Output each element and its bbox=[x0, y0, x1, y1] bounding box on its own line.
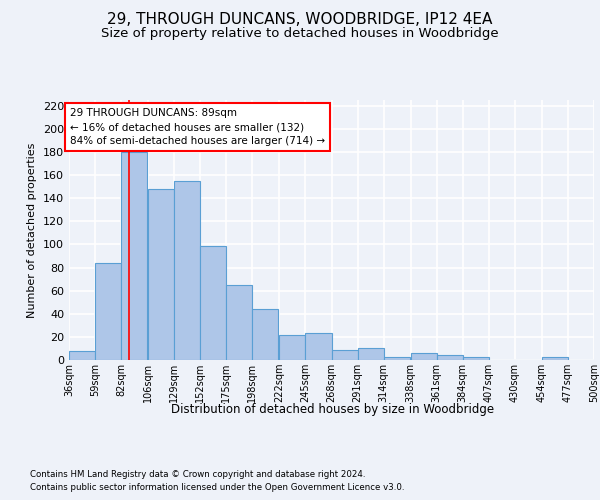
Bar bbox=[331, 350, 358, 360]
Text: Contains public sector information licensed under the Open Government Licence v3: Contains public sector information licen… bbox=[30, 482, 404, 492]
Bar bbox=[280, 334, 305, 360]
Y-axis label: Number of detached properties: Number of detached properties bbox=[28, 142, 37, 318]
Bar bbox=[358, 348, 383, 360]
Bar bbox=[200, 246, 226, 360]
Bar bbox=[383, 356, 410, 360]
Bar bbox=[305, 334, 331, 360]
Bar bbox=[148, 189, 174, 360]
Bar bbox=[252, 309, 278, 360]
Text: 29 THROUGH DUNCANS: 89sqm
← 16% of detached houses are smaller (132)
84% of semi: 29 THROUGH DUNCANS: 89sqm ← 16% of detac… bbox=[70, 108, 325, 146]
Bar bbox=[463, 356, 489, 360]
Text: Distribution of detached houses by size in Woodbridge: Distribution of detached houses by size … bbox=[172, 402, 494, 415]
Bar bbox=[95, 263, 121, 360]
Bar bbox=[121, 152, 147, 360]
Bar bbox=[437, 356, 463, 360]
Text: Contains HM Land Registry data © Crown copyright and database right 2024.: Contains HM Land Registry data © Crown c… bbox=[30, 470, 365, 479]
Text: Size of property relative to detached houses in Woodbridge: Size of property relative to detached ho… bbox=[101, 28, 499, 40]
Bar bbox=[542, 356, 568, 360]
Bar bbox=[411, 353, 437, 360]
Bar bbox=[174, 181, 200, 360]
Text: 29, THROUGH DUNCANS, WOODBRIDGE, IP12 4EA: 29, THROUGH DUNCANS, WOODBRIDGE, IP12 4E… bbox=[107, 12, 493, 28]
Bar bbox=[226, 285, 252, 360]
Bar bbox=[69, 351, 95, 360]
